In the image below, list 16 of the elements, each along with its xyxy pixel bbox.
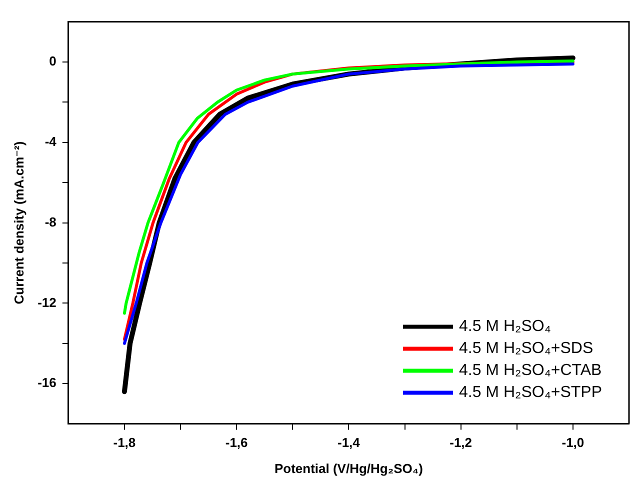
y-tick-label: -8 (44, 214, 56, 230)
y-tick-label: 0 (49, 54, 56, 69)
x-tick-label: -1,8 (113, 435, 136, 450)
x-tick-label: -1,0 (562, 435, 584, 450)
y-tick-label: -4 (44, 134, 58, 149)
x-tick-label: -1,2 (450, 435, 472, 450)
y-axis-title: Current density (mA.cm⁻²) (11, 141, 26, 304)
legend-label: 4.5 M H₂SO₄ (458, 318, 551, 336)
x-axis-title: Potential (V/Hg/Hg₂SO₄) (274, 460, 423, 476)
legend-label: 4.5 M H₂SO₄+SDS (458, 340, 594, 358)
x-tick-label: -1,6 (225, 435, 248, 450)
x-tick-label: -1,4 (337, 435, 361, 450)
y-tick-label: -16 (38, 375, 56, 390)
legend-label: 4.5 M H₂SO₄+STPP (458, 384, 602, 402)
y-tick-label: -12 (38, 294, 56, 310)
legend-label: 4.5 M H₂SO₄+CTAB (458, 362, 602, 380)
